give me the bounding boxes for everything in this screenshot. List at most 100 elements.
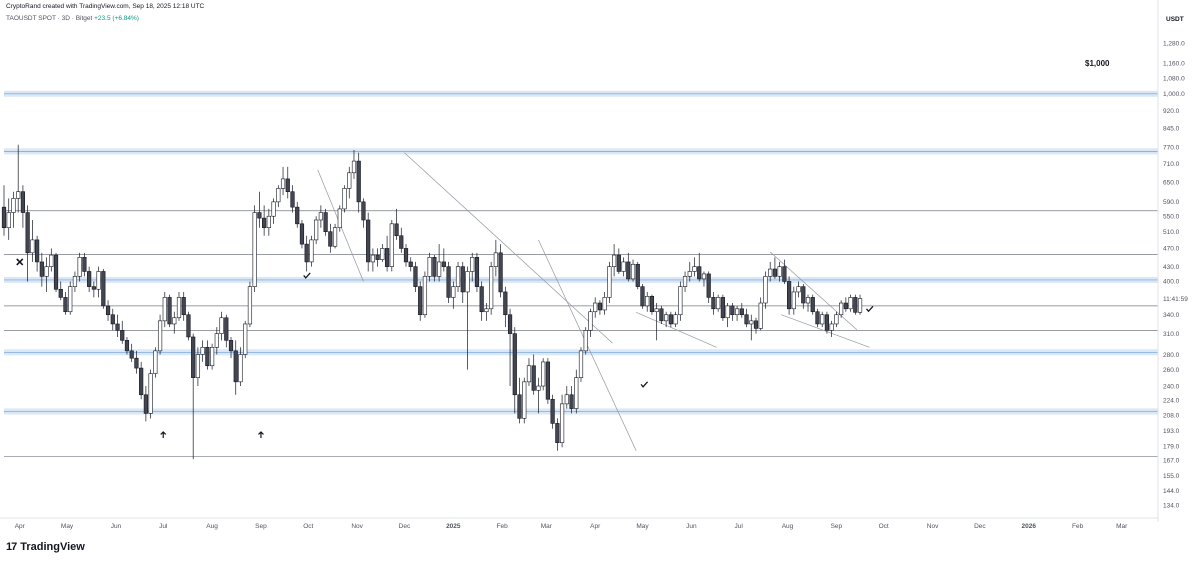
candle-body [782, 266, 787, 282]
x-tick-label: Jun [686, 523, 697, 530]
candle [602, 291, 607, 315]
candle [758, 297, 763, 331]
candle-body [654, 308, 659, 313]
candle-body [247, 286, 253, 325]
candle-body [768, 268, 773, 277]
candle [720, 294, 725, 321]
candle-body [493, 252, 498, 267]
y-tick-label: 260.0 [1163, 367, 1180, 374]
candle [711, 291, 716, 315]
candle-body [129, 350, 134, 359]
trendlines-layer [317, 152, 870, 451]
candle-body [541, 361, 546, 387]
candle-body [285, 178, 290, 192]
y-tick-label: 845.0 [1163, 126, 1180, 133]
candle-body [309, 239, 314, 263]
candle [342, 185, 347, 213]
y-tick-label: 1,000.0 [1163, 91, 1185, 98]
candle-body [271, 201, 276, 217]
y-tick-label: 470.0 [1163, 246, 1180, 253]
candle [209, 343, 215, 370]
candle-body [115, 323, 120, 331]
candle-body [744, 314, 749, 325]
candle-body [659, 308, 664, 322]
candle [403, 244, 409, 267]
candle-body [276, 188, 281, 203]
hlines-layer [4, 210, 1158, 458]
candle [195, 347, 201, 387]
candle-body [214, 333, 219, 348]
candle-body [219, 317, 224, 334]
candle [418, 281, 423, 321]
candle [489, 261, 494, 315]
y-tick-label: 280.0 [1163, 352, 1180, 359]
tradingview-logo[interactable]: 17 TradingView [6, 541, 85, 553]
candle [517, 377, 522, 424]
candle-body [805, 297, 811, 304]
candle [200, 340, 205, 362]
candle [361, 198, 366, 228]
candle-body [484, 308, 489, 313]
candle-body [517, 394, 522, 419]
candle-body [626, 261, 631, 280]
candle-body [58, 288, 63, 298]
candle [763, 271, 768, 309]
x-tick-label: Apr [590, 523, 601, 530]
candle-body [30, 239, 35, 254]
candle-body [569, 394, 574, 409]
candle [129, 343, 134, 362]
candle-body [815, 311, 820, 325]
candle [829, 320, 834, 337]
candle-body [252, 212, 257, 287]
candle [139, 361, 144, 400]
candle [559, 394, 565, 448]
candle-body [110, 314, 115, 325]
y-tick-label: 179.0 [1163, 443, 1180, 450]
candle [280, 166, 286, 196]
candle-body [167, 297, 172, 325]
candle-body [441, 261, 446, 267]
y-tick-label: 144.0 [1163, 488, 1180, 495]
candle-body [526, 365, 532, 383]
candle [243, 320, 248, 359]
candle [58, 281, 63, 301]
candle [252, 205, 257, 292]
candle-body [323, 212, 328, 232]
candle-body [796, 286, 801, 293]
candle-body [262, 217, 267, 229]
candle [777, 261, 782, 282]
candle-body [209, 346, 215, 367]
candle-body [616, 254, 621, 272]
price-change: +23.5 (+6.84%) [94, 15, 139, 22]
candle-body [195, 354, 201, 378]
x-tick-label: Oct [879, 523, 889, 530]
candle [716, 294, 721, 312]
candle-body [394, 223, 399, 237]
candle-body [824, 314, 830, 331]
candle-body [725, 305, 730, 319]
candle [853, 294, 858, 315]
candle [531, 354, 536, 395]
trendline [781, 314, 870, 348]
x-tick-label: Dec [399, 523, 411, 530]
candle [749, 314, 754, 341]
logo-mark-icon: 17 [6, 541, 17, 553]
candle [682, 271, 688, 292]
candle-body [479, 286, 484, 313]
candle-body [139, 367, 144, 396]
candle [801, 284, 806, 309]
candle [626, 252, 631, 282]
candle-body [460, 266, 465, 293]
candle-body [408, 261, 413, 267]
candle-body [848, 297, 853, 310]
candle [276, 185, 281, 208]
candle-body [583, 330, 588, 352]
candle [399, 227, 404, 253]
candle [772, 257, 778, 279]
candle-body [87, 271, 92, 287]
candle [68, 281, 73, 315]
candle [664, 311, 669, 328]
candle-body [191, 336, 196, 378]
candle-body [375, 254, 380, 260]
